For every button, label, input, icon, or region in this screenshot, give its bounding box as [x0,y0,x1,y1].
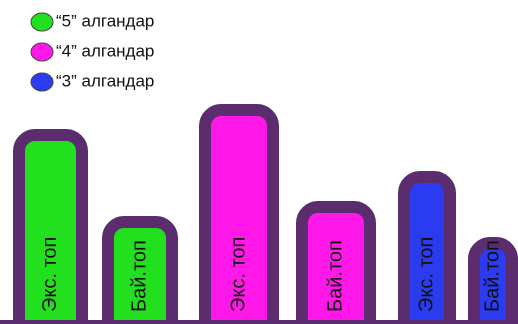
bar [468,237,518,324]
legend-marker [30,72,54,92]
legend-marker [30,12,54,32]
bar [398,171,456,324]
bar-label: Бай.топ [128,240,150,312]
bar-label: Экс. топ [39,237,61,312]
bar [102,216,178,324]
bar-label: Экс. топ [415,237,437,312]
legend-label: “4” алгандар [56,41,154,60]
bar-label: Экс. топ [227,237,249,312]
legend-label: “5” алгандар [56,11,154,30]
bar [199,104,279,324]
bar [296,201,376,324]
legend-label: “3” алгандар [56,71,154,90]
legend-marker [30,42,54,62]
bar [13,129,88,324]
bar-label: Бай.топ [324,240,346,312]
baseline [0,320,518,324]
bar-label: Бай.топ [481,240,503,312]
